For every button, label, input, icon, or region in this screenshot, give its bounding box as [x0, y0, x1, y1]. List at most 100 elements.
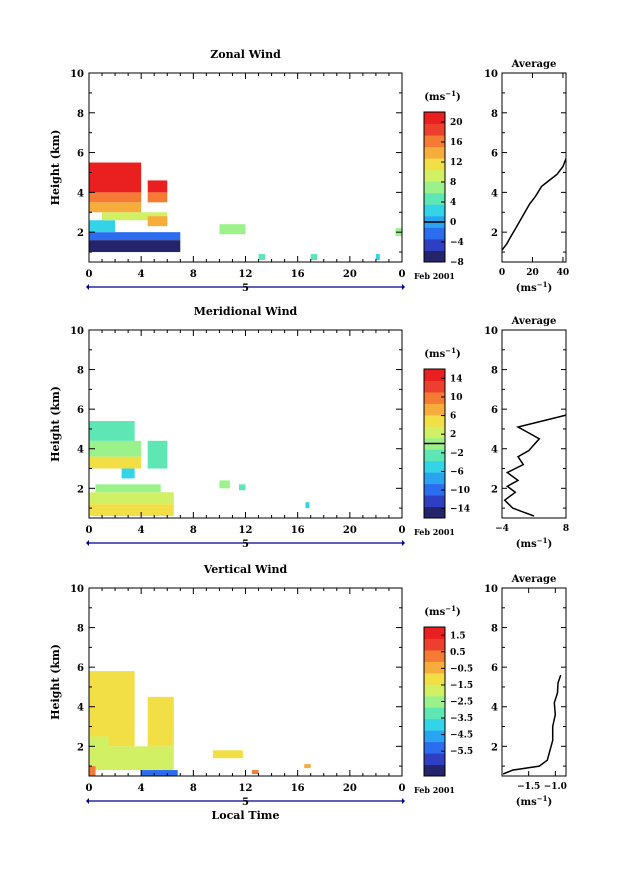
heatmap-cell	[147, 192, 168, 203]
colorbar-swatch	[424, 250, 445, 263]
y-tick-label: 4	[77, 703, 84, 714]
colorbar-tick-label: 10	[450, 393, 463, 403]
heatmap-cell	[89, 456, 142, 469]
y-tick-label: 8	[77, 366, 84, 377]
profile-x-axis-label: (ms−1)	[516, 536, 552, 550]
colorbar-swatch	[424, 661, 445, 674]
y-tick-label: 10	[70, 69, 84, 80]
colorbar-tick-label: −2.5	[450, 698, 473, 708]
colorbar-tick-label: 0.5	[450, 648, 466, 658]
profile-line	[501, 158, 567, 251]
colorbar-tick-label: 14	[450, 374, 463, 384]
colorbar-swatch	[424, 146, 445, 159]
colorbar-swatch	[424, 627, 445, 639]
x-tick-label: 12	[239, 269, 253, 280]
heatmap-cell	[147, 216, 168, 227]
profile-y-tick-label: 6	[491, 149, 498, 160]
heatmap-cell	[141, 770, 178, 776]
colorbar-swatch	[424, 684, 445, 697]
colorbar-swatch	[424, 169, 445, 182]
x-tick-label: 12	[239, 783, 253, 794]
profile-y-tick-label: 2	[491, 228, 498, 239]
colorbar-tick-label: −10	[450, 486, 470, 496]
colorbar-swatch	[424, 135, 445, 148]
date-label: Feb 2001	[414, 785, 455, 795]
date-label: Feb 2001	[414, 271, 455, 281]
profile-x-tick-label: 0	[499, 268, 505, 278]
panel-title: Zonal Wind	[210, 48, 281, 61]
profile-x-tick-label: −1.0	[544, 782, 567, 792]
profile-y-tick-label: 2	[491, 484, 498, 495]
colorbar-swatch	[424, 414, 445, 427]
colorbar-tick-label: 4	[450, 198, 456, 208]
x-tick-label: 0	[86, 783, 93, 794]
y-tick-label: 2	[77, 228, 84, 239]
profile-x-tick-label: −1.5	[517, 782, 540, 792]
heatmap-cell	[310, 254, 318, 261]
profile-frame	[501, 72, 567, 263]
colorbar-swatch	[424, 380, 445, 393]
panel-title: Vertical Wind	[203, 563, 288, 576]
colorbar-swatch	[424, 158, 445, 171]
date-arrow-left	[86, 284, 89, 290]
x-tick-label: 8	[190, 783, 197, 794]
heatmap-cell	[89, 671, 135, 747]
date-arrow-right	[402, 284, 405, 290]
y-tick-label: 10	[70, 584, 84, 595]
colorbar-tick-label: −4.5	[450, 731, 473, 741]
colorbar-tick-label: −0.5	[450, 664, 473, 674]
heatmap-cell	[89, 232, 181, 241]
x-tick-label: 4	[138, 269, 145, 280]
x-tick-label: 16	[291, 269, 305, 280]
heatmap-cell	[121, 468, 135, 479]
colorbar-swatch	[424, 403, 445, 416]
date-arrow-right	[402, 798, 405, 804]
x-tick-label: 8	[190, 269, 197, 280]
profile-x-tick-label: 8	[563, 524, 569, 534]
profile-y-tick-label: 10	[484, 584, 498, 595]
colorbar-swatch	[424, 391, 445, 404]
y-tick-label: 6	[77, 405, 84, 416]
colorbar-swatch	[424, 426, 445, 439]
colorbar-tick-label: 20	[450, 118, 463, 128]
heatmap-cell	[375, 254, 380, 261]
profile-y-tick-label: 6	[491, 663, 498, 674]
heatmap-cell	[89, 202, 142, 213]
y-tick-label: 2	[77, 742, 84, 753]
x-tick-label: 12	[239, 525, 253, 536]
y-tick-label: 8	[77, 624, 84, 635]
date-arrow-right	[402, 540, 405, 546]
date-tick-label: 5	[242, 283, 249, 294]
colorbar-tick-label: 6	[450, 412, 456, 422]
colorbar-tick-label: 12	[450, 158, 463, 168]
y-axis-label: Height (km)	[49, 130, 62, 206]
colorbar-swatch	[424, 449, 445, 462]
heatmap-cell	[89, 162, 142, 193]
profile-x-axis-label: (ms−1)	[516, 794, 552, 808]
date-tick-label: 5	[242, 797, 249, 808]
y-tick-label: 4	[77, 445, 84, 456]
colorbar-tick-label: −4	[450, 238, 464, 248]
profile-title: Average	[511, 59, 557, 70]
colorbar-unit: (ms−1)	[424, 346, 460, 360]
y-tick-label: 2	[77, 484, 84, 495]
y-tick-label: 6	[77, 663, 84, 674]
colorbar-tick-label: −2	[450, 449, 464, 459]
x-tick-label: 0	[86, 525, 93, 536]
heatmap-cell	[89, 421, 135, 441]
colorbar-tick-label: 1.5	[450, 631, 466, 641]
colorbar-swatch	[424, 369, 445, 381]
profile-y-tick-label: 8	[491, 109, 498, 120]
profile-y-tick-label: 4	[491, 445, 498, 456]
colorbar-swatch	[424, 718, 445, 731]
colorbar-tick-label: −14	[450, 505, 470, 515]
x-tick-label: 20	[343, 525, 357, 536]
colorbar-swatch	[424, 764, 445, 777]
colorbar-swatch	[424, 753, 445, 766]
profile-x-axis-label: (ms−1)	[516, 280, 552, 294]
profile-y-tick-label: 10	[484, 69, 498, 80]
x-tick-label: 20	[343, 783, 357, 794]
x-tick-label: 0	[399, 783, 406, 794]
profile-y-tick-label: 8	[491, 624, 498, 635]
